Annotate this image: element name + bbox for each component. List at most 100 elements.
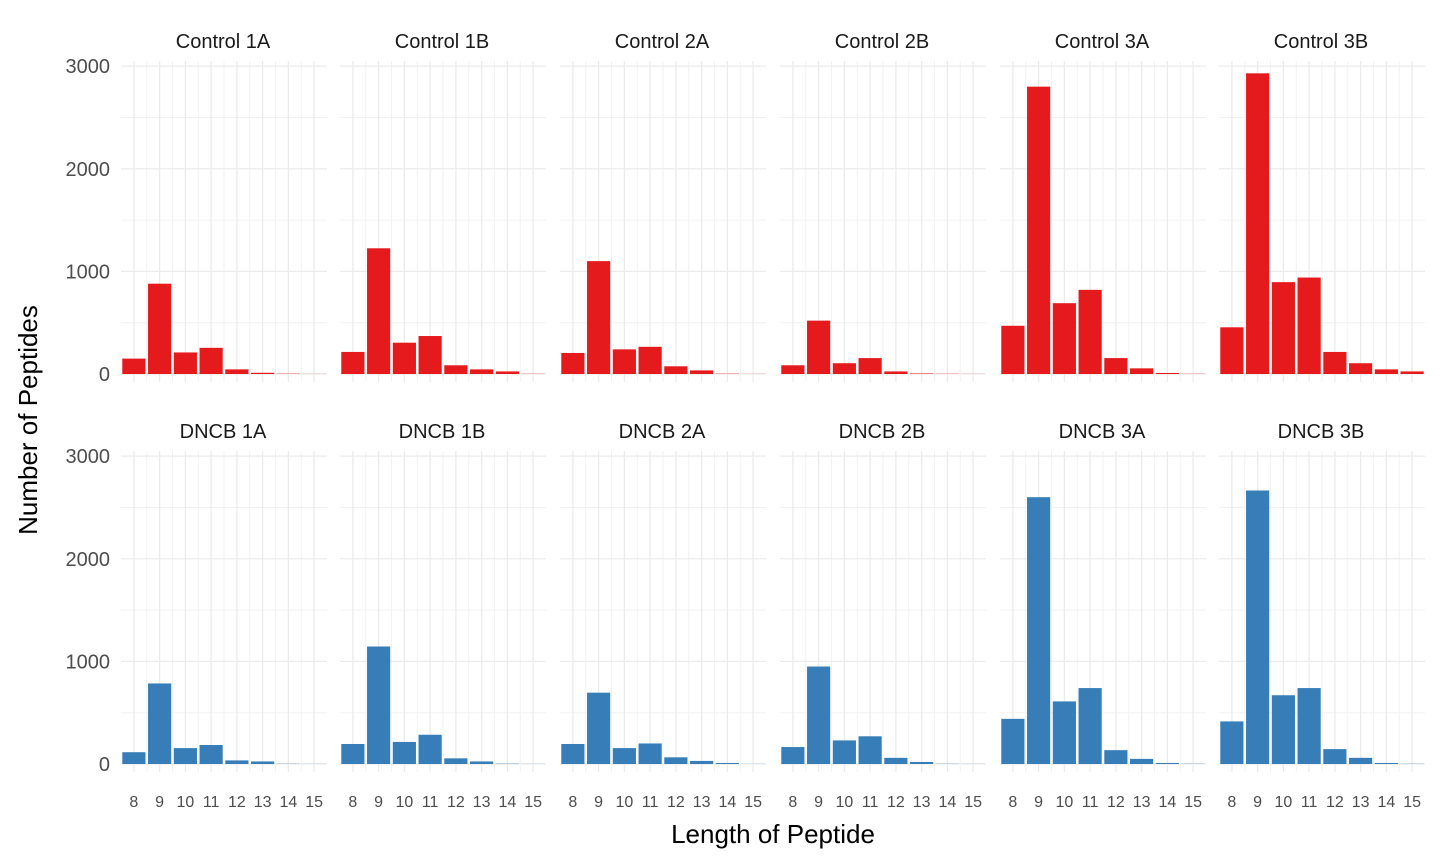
- x-tick-label: 12: [1107, 794, 1125, 811]
- bar-control-3b-12: [1323, 351, 1347, 374]
- y-axis-title: Number of Peptides: [13, 305, 43, 535]
- x-tick-label: 14: [1377, 794, 1395, 811]
- y-tick-label: 3000: [66, 56, 111, 78]
- x-tick-label: 12: [447, 794, 465, 811]
- bar-control-2b-9: [807, 320, 831, 374]
- x-tick-label: 9: [1253, 794, 1262, 811]
- x-axis-title: Length of Peptide: [671, 819, 875, 849]
- bar-control-2b-10: [832, 363, 856, 374]
- x-tick-label: 10: [176, 794, 194, 811]
- bar-dncb-2b-8: [781, 747, 805, 764]
- bar-control-2a-10: [612, 349, 636, 374]
- bar-control-1b-14: [495, 371, 519, 374]
- bar-control-2b-11: [858, 358, 882, 374]
- bar-dncb-1a-13: [251, 761, 275, 764]
- panel-control-2b: Control 2B: [780, 31, 986, 382]
- panel-title: DNCB 1A: [180, 421, 267, 443]
- panel-title: DNCB 2B: [839, 421, 926, 443]
- bar-control-3a-11: [1078, 289, 1102, 374]
- bar-dncb-1a-9: [148, 683, 172, 764]
- x-tick-label: 12: [667, 794, 685, 811]
- bar-control-2a-8: [561, 352, 585, 374]
- bar-control-3a-14: [1155, 372, 1179, 374]
- bar-dncb-3b-13: [1349, 757, 1373, 764]
- x-tick-label: 12: [228, 794, 246, 811]
- panel-dncb-2b: DNCB 2B: [780, 421, 986, 772]
- panel-title: Control 1B: [395, 31, 490, 53]
- panel-dncb-3a: DNCB 3A: [1000, 421, 1206, 772]
- bar-control-1b-12: [444, 365, 468, 374]
- bar-dncb-3a-9: [1027, 497, 1051, 764]
- x-tick-label: 15: [305, 794, 323, 811]
- bar-dncb-2b-11: [858, 736, 882, 764]
- x-tick-label: 10: [395, 794, 413, 811]
- bar-dncb-2a-9: [587, 692, 611, 764]
- bar-control-2b-13: [910, 373, 934, 374]
- bar-dncb-1a-12: [225, 760, 249, 764]
- bar-dncb-2a-11: [638, 743, 662, 764]
- panel-dncb-1a: DNCB 1A: [121, 421, 327, 772]
- bar-control-2b-8: [781, 365, 805, 374]
- bar-dncb-1b-8: [341, 743, 365, 764]
- bar-dncb-2b-13: [910, 761, 934, 764]
- x-tick-label: 14: [1158, 794, 1176, 811]
- x-tick-label: 10: [835, 794, 853, 811]
- bar-control-1a-9: [148, 283, 172, 374]
- x-tick-label: 8: [568, 794, 577, 811]
- bar-control-3a-10: [1052, 303, 1076, 374]
- bar-dncb-2a-10: [612, 748, 636, 764]
- bar-control-3b-13: [1349, 363, 1373, 374]
- bar-control-2a-12: [664, 366, 688, 374]
- panel-title: Control 3A: [1055, 31, 1150, 53]
- panel-control-2a: Control 2A: [560, 31, 766, 382]
- x-tick-label: 13: [1133, 794, 1151, 811]
- x-axis: 8 9 10 11 12 13 14 15 8 9 10 11 12 13 14 15 8 9 10 11 12 13 14…: [129, 794, 1421, 811]
- x-tick-label: 9: [1034, 794, 1043, 811]
- bar-dncb-2a-13: [690, 760, 714, 764]
- bar-dncb-3a-10: [1052, 701, 1076, 764]
- bar-dncb-3a-8: [1001, 718, 1025, 764]
- bar-dncb-3b-14: [1374, 762, 1398, 764]
- x-tick-label: 13: [913, 794, 931, 811]
- x-tick-label: 14: [498, 794, 516, 811]
- x-tick-label: 11: [1301, 794, 1318, 811]
- bar-dncb-2b-12: [884, 757, 908, 764]
- bar-control-3a-13: [1130, 368, 1154, 374]
- bar-dncb-2a-12: [664, 757, 688, 764]
- x-tick-label: 10: [1274, 794, 1292, 811]
- bar-control-1b-8: [341, 351, 365, 374]
- panel-dncb-1b: DNCB 1B: [340, 421, 546, 772]
- bar-dncb-2b-10: [832, 740, 856, 764]
- x-tick-label: 15: [1184, 794, 1202, 811]
- bar-control-2a-11: [638, 346, 662, 374]
- panel-title: DNCB 3B: [1278, 421, 1365, 443]
- x-tick-label: 11: [203, 794, 220, 811]
- bar-control-3b-9: [1246, 73, 1270, 374]
- x-tick-label: 8: [129, 794, 138, 811]
- x-tick-label: 8: [1008, 794, 1017, 811]
- bar-dncb-1a-8: [122, 752, 146, 764]
- y-axes: 0 1000 2000 3000 0 1000 2000 3000: [66, 56, 111, 776]
- y-tick-label: 1000: [66, 651, 111, 673]
- x-tick-label: 14: [718, 794, 736, 811]
- bar-control-2a-9: [587, 261, 611, 374]
- x-tick-label: 15: [964, 794, 982, 811]
- panel-dncb-2a: DNCB 2A: [560, 421, 766, 772]
- panel-title: Control 3B: [1274, 31, 1369, 53]
- x-tick-label: 13: [693, 794, 711, 811]
- bar-control-1a-11: [199, 347, 223, 374]
- y-tick-label: 0: [99, 754, 110, 776]
- bar-control-1a-8: [122, 358, 146, 374]
- bar-control-3b-15: [1400, 371, 1424, 374]
- bar-control-3b-14: [1374, 369, 1398, 374]
- panel-title: Control 2B: [835, 31, 930, 53]
- bar-dncb-1b-11: [418, 734, 442, 764]
- bar-dncb-2a-14: [715, 762, 739, 764]
- x-tick-label: 11: [862, 794, 879, 811]
- bar-control-1a-12: [225, 369, 249, 374]
- panel-title: DNCB 2A: [619, 421, 706, 443]
- bar-control-1b-13: [470, 369, 494, 374]
- x-tick-label: 8: [348, 794, 357, 811]
- panel-title: DNCB 1B: [399, 421, 486, 443]
